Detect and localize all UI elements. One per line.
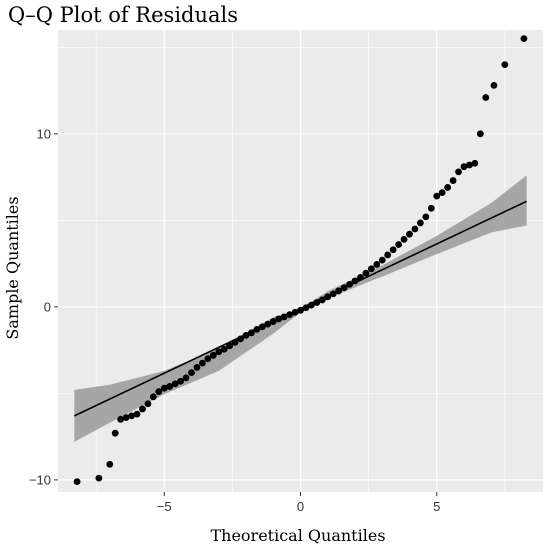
data-point: [149, 393, 157, 401]
x-tick-label: 5: [433, 499, 440, 514]
data-point: [297, 306, 304, 314]
data-point: [166, 383, 174, 390]
plot-panel: [58, 30, 543, 492]
data-point: [269, 318, 277, 325]
data-point: [248, 329, 255, 337]
data-point: [400, 235, 408, 243]
data-point: [444, 184, 452, 191]
y-tick-label: −10: [29, 472, 51, 487]
data-point: [199, 359, 206, 367]
data-point: [482, 94, 490, 101]
data-point: [237, 335, 244, 343]
data-points: [73, 35, 528, 486]
data-point: [449, 177, 457, 184]
data-point: [106, 460, 114, 468]
data-point: [362, 269, 370, 277]
data-point: [411, 225, 419, 233]
data-point: [466, 161, 473, 169]
data-point: [291, 308, 299, 316]
data-point: [422, 213, 430, 221]
x-axis-title: Theoretical Quantiles: [210, 526, 385, 545]
data-point: [160, 384, 168, 392]
data-point: [471, 159, 479, 167]
data-point: [460, 163, 468, 171]
data-point: [373, 261, 381, 268]
data-point: [357, 274, 364, 281]
data-point: [193, 364, 201, 371]
data-point: [286, 311, 294, 319]
data-point: [275, 315, 283, 323]
data-point: [209, 351, 217, 359]
data-point: [335, 287, 343, 295]
data-point: [231, 338, 239, 346]
data-point: [384, 251, 392, 259]
data-point: [389, 246, 397, 254]
data-point: [367, 265, 375, 273]
data-point: [264, 320, 272, 328]
data-point: [351, 277, 359, 285]
data-point: [438, 189, 446, 197]
data-point: [378, 256, 386, 264]
data-point: [95, 474, 103, 482]
y-axis-ticks: −10 0 10: [29, 126, 58, 487]
data-point: [520, 35, 528, 43]
data-point: [313, 299, 321, 306]
data-point: [128, 412, 135, 420]
data-point: [324, 293, 332, 301]
y-axis-title: Sample Quantiles: [3, 196, 22, 339]
x-axis-ticks: −5 0 5: [157, 492, 440, 514]
data-point: [73, 478, 81, 486]
data-point: [253, 325, 261, 333]
data-point: [433, 192, 441, 200]
data-point: [329, 290, 337, 298]
data-point: [117, 415, 125, 423]
data-point: [144, 400, 152, 408]
data-point: [395, 241, 402, 248]
data-point: [427, 204, 435, 212]
data-point: [139, 405, 146, 413]
data-point: [476, 130, 484, 138]
data-point: [215, 348, 223, 356]
data-point: [406, 230, 413, 238]
data-point: [242, 332, 250, 339]
data-point: [416, 219, 424, 227]
data-point: [346, 280, 353, 288]
data-point: [204, 355, 212, 363]
data-point: [490, 81, 498, 89]
data-point: [318, 296, 326, 304]
data-point: [111, 429, 119, 437]
y-tick-label: 0: [44, 299, 51, 314]
data-point: [302, 304, 310, 312]
data-point: [155, 388, 163, 396]
data-point: [501, 61, 509, 69]
data-point: [220, 345, 228, 353]
data-point: [122, 414, 130, 421]
data-point: [226, 342, 234, 350]
chart-title: Q–Q Plot of Residuals: [8, 3, 238, 27]
data-point: [307, 301, 315, 309]
data-point: [182, 374, 190, 382]
data-point: [177, 377, 185, 385]
x-tick-label: −5: [157, 499, 172, 514]
grid-lines: [58, 30, 543, 492]
data-point: [258, 323, 266, 331]
data-point: [133, 410, 141, 418]
y-tick-label: 10: [37, 126, 51, 141]
data-point: [455, 168, 462, 176]
data-point: [280, 313, 288, 321]
data-point: [188, 369, 195, 377]
x-tick-label: 0: [297, 499, 304, 514]
data-point: [171, 380, 179, 388]
data-point: [340, 284, 348, 292]
